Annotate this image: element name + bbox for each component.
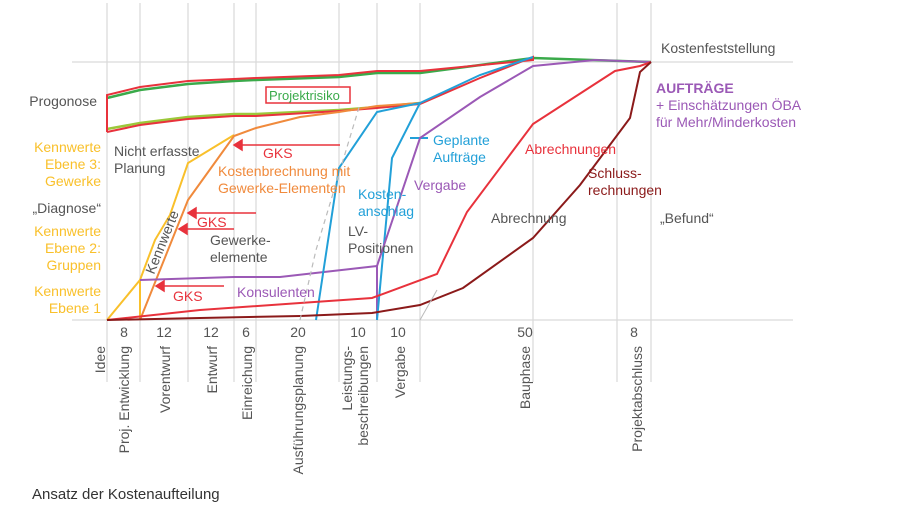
phase-duration: 6 [242, 324, 250, 340]
befund-label: „Befund“ [660, 210, 714, 226]
gewerkeelemente-label-1: Gewerke- [210, 232, 271, 248]
kennwerte-yellow-line [106, 134, 235, 321]
gewerkeelemente-label-2: elemente [210, 249, 268, 265]
gks-label-3: GKS [173, 288, 203, 304]
kostenberechnung-label-2: Gewerke-Elementen [218, 180, 346, 196]
phase-label: Projektabschluss [629, 346, 645, 452]
vergabe-annotation-label: Vergabe [414, 177, 466, 193]
ebene3-label-1: Kennwerte [34, 139, 101, 155]
gks-arrowhead-3 [177, 222, 188, 236]
projektrisiko-label: Projektrisiko [269, 88, 340, 103]
nicht-erfasste-label-1: Nicht erfasste [114, 143, 200, 159]
ebene3-label-3: Gewerke [45, 173, 101, 189]
phase-label: beschreibungen [355, 346, 371, 446]
curves [106, 55, 652, 321]
ebene2-label-3: Gruppen [47, 257, 101, 273]
projektrisiko-box [265, 86, 351, 104]
nicht-erfasste-label-2: Planung [114, 160, 165, 176]
phase-duration: 8 [630, 324, 638, 340]
phase-label: Idee [92, 346, 108, 373]
prognose-label: Progonose [29, 93, 97, 109]
gks-arrows [154, 138, 340, 293]
abrechnung-label: Abrechnung [491, 210, 567, 226]
phase-label: Leistungs- [339, 346, 355, 411]
schlussrechnungen-label-1: Schluss- [588, 165, 642, 181]
ebene1-label-1: Kennwerte [34, 283, 101, 299]
auftraege-title: AUFTRÄGE [656, 80, 734, 96]
phase-label: Vorentwurf [157, 346, 173, 413]
abrechnungen-red-line [106, 61, 652, 321]
geplante-auftraege-label-2: Aufträge [433, 149, 486, 165]
gks-arrowhead-1 [232, 138, 243, 152]
grey-guide-line [419, 289, 438, 321]
phase-duration: 12 [156, 324, 172, 340]
phase-duration: 10 [350, 324, 366, 340]
vergabe-purple-line [376, 58, 652, 267]
phase-label: Ausführungsplanung [290, 346, 306, 474]
dashed-guide-line [299, 103, 361, 321]
prognose-red-outline [106, 55, 534, 133]
lv-positionen-label-2: Positionen [348, 240, 413, 256]
kostenanschlag-label-2: anschlag [358, 203, 414, 219]
phase-label: Einreichung [239, 346, 255, 420]
kostenanschlag-blue-line [315, 56, 534, 321]
phase-label: Bauphase [517, 346, 533, 409]
kostenanschlag-label-1: Kosten- [358, 186, 407, 202]
schlussrechnungen-label-2: rechnungen [588, 182, 662, 198]
caption: Ansatz der Kostenaufteilung [32, 486, 220, 503]
konsulenten-purple-line [139, 264, 378, 320]
auftraege-sub-1: + Einschätzungen ÖBA [656, 96, 802, 113]
gks-label-2: GKS [197, 214, 227, 230]
ebene2-label-2: Ebene 2: [45, 240, 101, 256]
kostenberechnung-label-1: Kostenbrechnung mit [218, 163, 350, 179]
phase-duration: 10 [390, 324, 406, 340]
gks-arrowhead-4 [154, 279, 165, 293]
kostenberechnung-orange-line [139, 102, 421, 321]
geplante-auftraege-blue-line [376, 102, 421, 321]
gks-label-1: GKS [263, 145, 293, 161]
prognose-upper-green [106, 56, 652, 100]
phase-label: Vergabe [392, 346, 408, 398]
ebene2-label-1: Kennwerte [34, 223, 101, 239]
phase-axis: Idee 8 Proj. Entwicklung 12 Vorentwurf 12 Entw… [92, 324, 645, 474]
konsulenten-label: Konsulenten [237, 284, 315, 300]
phase-label: Entwurf [204, 346, 220, 394]
lv-positionen-label-1: LV- [348, 223, 368, 239]
phase-duration: 12 [203, 324, 219, 340]
abrechnungen-label: Abrechnungen [525, 141, 616, 157]
geplante-auftraege-label-1: Geplante [433, 132, 490, 148]
phase-label: Proj. Entwicklung [116, 346, 132, 453]
phase-duration: 50 [517, 324, 533, 340]
phase-duration: 8 [120, 324, 128, 340]
schlussrechnungen-darkred-line [106, 61, 652, 321]
grid [72, 3, 793, 382]
auftraege-sub-2: für Mehr/Minderkosten [656, 114, 796, 130]
phase-duration: 20 [290, 324, 306, 340]
ebene3-label-2: Ebene 3: [45, 156, 101, 172]
kostenfeststellung-label: Kostenfeststellung [661, 40, 775, 56]
ebene1-label-2: Ebene 1 [49, 300, 101, 316]
gks-arrowhead-2 [186, 206, 197, 220]
diagnose-label: „Diagnose“ [33, 200, 102, 216]
